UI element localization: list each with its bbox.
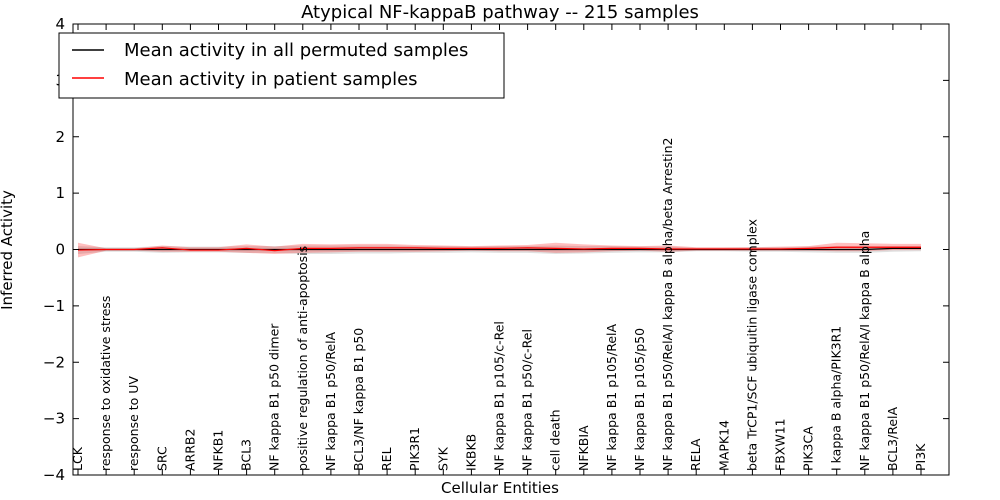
legend-label-permuted: Mean activity in all permuted samples	[124, 40, 468, 61]
series-line-patient	[77, 246, 921, 252]
y-tick-label: −4	[43, 466, 65, 484]
x-tick-label: NFKB1	[211, 430, 226, 471]
x-tick-label: BCL3	[239, 439, 254, 471]
x-tick-label: NF kappa B1 p50/RelA/I kappa B alpha	[857, 231, 872, 471]
legend-box	[58, 32, 505, 99]
x-tick-label: beta TrCP1/SCF ubiquitin ligase complex	[744, 219, 759, 471]
x-tick-label: NF kappa B1 p50/c-Rel	[520, 329, 535, 471]
x-tick-label: REL	[379, 447, 394, 471]
x-tick-label: NFKBIA	[576, 425, 591, 471]
x-axis-label: Cellular Entities	[441, 479, 559, 497]
x-tick-label: NF kappa B1 p50/RelA	[323, 331, 338, 471]
x-tick-label: NF kappa B1 p105/c-Rel	[492, 321, 507, 471]
series-lines	[77, 246, 921, 252]
y-tick-label: 2	[55, 128, 65, 146]
x-tick-label: NF kappa B1 p50/RelA/I kappa B alpha/bet…	[660, 138, 675, 472]
x-tick-label: BCL3/RelA	[885, 407, 900, 471]
x-tick-label: cell death	[548, 409, 563, 471]
x-tick-label: positive regulation of anti-apoptosis	[295, 246, 310, 471]
x-tick-label: NF kappa B1 p105/RelA	[604, 324, 619, 471]
x-tick-label: I kappa B alpha/PIK3R1	[829, 326, 844, 471]
x-tick-label: PIK3R1	[407, 427, 422, 471]
y-tick-label: 1	[55, 184, 65, 202]
x-tick-label: NF kappa B1 p105/p50	[632, 328, 647, 471]
x-axis: LCK response to oxidative stress response …	[70, 24, 928, 475]
x-tick-label: IKBKB	[463, 434, 478, 471]
x-tick-label: PIK3CA	[801, 426, 816, 471]
x-tick-label: MAPK14	[716, 420, 731, 471]
x-tick-label: NF kappa B1 p50 dimer	[267, 323, 282, 471]
x-tick-label: LCK	[70, 446, 85, 471]
y-axis-label: Inferred Activity	[0, 190, 16, 310]
x-tick-label: PI3K	[913, 443, 928, 471]
y-tick-label: 4	[55, 15, 65, 33]
y-tick-label: −3	[43, 410, 65, 428]
x-tick-label: SRC	[154, 446, 169, 471]
y-tick-label: 0	[55, 241, 65, 259]
x-tick-label: SYK	[435, 446, 450, 471]
x-tick-label: FBXW11	[773, 418, 788, 471]
legend: Mean activity in all permuted samples Me…	[58, 32, 505, 99]
y-tick-label: −2	[43, 353, 65, 371]
x-tick-label: ARRB2	[182, 429, 197, 471]
x-tick-label: response to UV	[126, 376, 141, 471]
x-tick-label: response to oxidative stress	[98, 296, 113, 471]
x-tick-label: RELA	[688, 438, 703, 471]
x-tick-label: BCL3/NF kappa B1 p50	[351, 328, 366, 471]
chart-title: Atypical NF-kappaB pathway -- 215 sample…	[301, 2, 699, 23]
y-tick-label: −1	[43, 297, 65, 315]
legend-label-patient: Mean activity in patient samples	[124, 69, 418, 90]
